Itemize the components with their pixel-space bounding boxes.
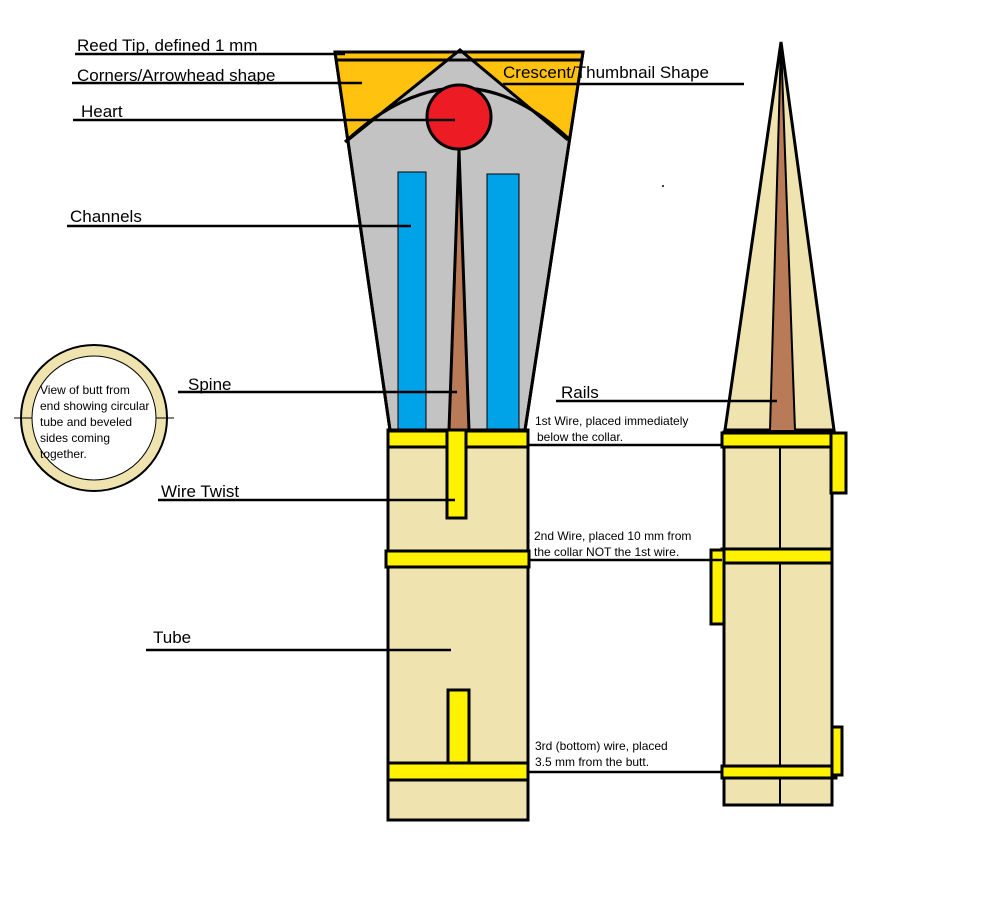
leader-lines — [67, 52, 777, 774]
wire-3-front — [386, 761, 530, 782]
label-wire-1: 1st Wire, placed immediately below the c… — [535, 414, 692, 444]
wire-3-side — [720, 764, 838, 780]
wire-1-side-twist — [829, 431, 848, 495]
corners-arrowhead — [335, 52, 583, 140]
label-rails: Rails — [561, 383, 599, 402]
heart-circle — [425, 83, 493, 151]
side-spine — [770, 60, 795, 430]
label-heart: Heart — [81, 102, 123, 121]
side-view-reed — [709, 41, 848, 807]
wire-2-side — [720, 547, 834, 565]
label-tube: Tube — [153, 628, 191, 647]
label-crescent: Crescent/Thumbnail Shape — [503, 63, 709, 82]
label-reed-tip: Reed Tip, defined 1 mm — [77, 36, 257, 55]
butt-end-view: View of butt from end showing circular t… — [14, 344, 174, 492]
channel-right — [486, 173, 520, 431]
front-view-reed — [333, 48, 585, 822]
wire-2-front — [384, 549, 531, 569]
label-wire-2: 2nd Wire, placed 10 mm from the collar N… — [534, 529, 695, 559]
label-spine: Spine — [188, 375, 231, 394]
label-channels: Channels — [70, 207, 142, 226]
wire-3-twist — [446, 688, 471, 772]
wire-1-side — [720, 431, 834, 449]
side-tube — [722, 430, 834, 807]
label-corners: Corners/Arrowhead shape — [77, 66, 275, 85]
wire-3-side-twist — [830, 725, 844, 777]
stray-dot — [662, 185, 664, 187]
wire-twist — [445, 428, 468, 520]
label-wire-twist: Wire Twist — [161, 482, 239, 501]
label-wire-3: 3rd (bottom) wire, placed 3.5 mm from th… — [535, 739, 671, 769]
wire-2-side-twist — [709, 548, 726, 626]
butt-view-text: View of butt from end showing circular t… — [40, 383, 153, 461]
